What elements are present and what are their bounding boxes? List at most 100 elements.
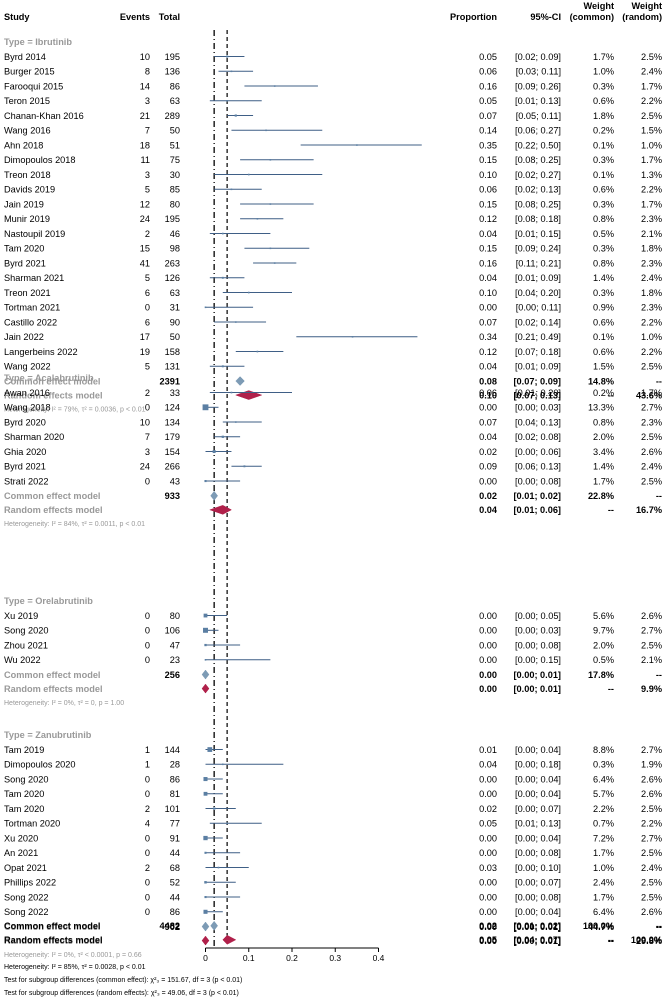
weight-common-value: 1.7% xyxy=(593,848,614,858)
study-square xyxy=(273,85,276,87)
study-square xyxy=(269,203,272,205)
weight-common-value: 0.1% xyxy=(593,140,614,150)
total-value: 68 xyxy=(170,863,180,873)
study-square xyxy=(230,188,233,191)
study-square xyxy=(204,881,207,884)
x-tick-label: 0.1 xyxy=(243,953,255,963)
weight-random-value: 29.8% xyxy=(636,936,662,946)
ci-value: [0.01; 0.06] xyxy=(514,505,562,515)
events-value: 14 xyxy=(140,81,150,91)
ci-value: [0.00; 0.11] xyxy=(516,303,561,313)
study-square xyxy=(203,835,208,841)
ci-value: [0.00; 0.08] xyxy=(515,848,561,858)
ci-value: [0.07; 0.13] xyxy=(514,390,562,400)
events-value: 5 xyxy=(145,273,150,283)
events-value: 0 xyxy=(145,892,150,902)
heterogeneity-text: Heterogeneity: I² = 0%, τ² < 0.0001, p =… xyxy=(4,952,142,959)
total-value: 44 xyxy=(170,848,180,858)
study-square xyxy=(204,896,207,899)
weight-common-value: 1.7% xyxy=(593,892,614,902)
proportion-value: 0.00 xyxy=(479,907,497,917)
weight-common-value: 9.7% xyxy=(593,626,614,636)
weight-common-value: 0.6% xyxy=(593,317,614,327)
proportion-value: 0.05 xyxy=(479,935,497,945)
x-tick-label: 0.4 xyxy=(373,953,385,963)
weight-common-value: -- xyxy=(608,505,614,515)
weight-random-value: 2.6% xyxy=(641,907,662,917)
proportion-value: 0.06 xyxy=(479,185,497,195)
total-value: 266 xyxy=(165,462,180,472)
weight-random-value: 1.8% xyxy=(641,288,662,298)
proportion-value: 0.00 xyxy=(479,684,497,694)
ci-value: [0.06; 0.13] xyxy=(515,462,561,472)
total-value: 50 xyxy=(170,332,180,342)
ci-value: [0.11; 0.21] xyxy=(516,258,561,268)
proportion-value: 0.00 xyxy=(479,670,497,680)
proportion-value: 0.02 xyxy=(479,804,497,814)
weight-common-value: -- xyxy=(608,935,614,945)
study-label: Burger 2015 xyxy=(4,67,55,77)
weight-random-value: 2.2% xyxy=(641,96,662,106)
study-label: Langerbeins 2022 xyxy=(4,347,78,357)
weight-random-value: 2.5% xyxy=(641,362,662,372)
study-square xyxy=(203,909,208,914)
weight-random-value: -- xyxy=(656,376,662,386)
random-effect-diamond xyxy=(201,935,210,946)
study-label: Chanan-Khan 2016 xyxy=(4,111,84,121)
common-effect-diamond xyxy=(201,921,210,932)
events-value: 10 xyxy=(140,417,150,427)
weight-common-value: 0.1% xyxy=(593,170,614,180)
proportion-value: 0.15 xyxy=(479,199,497,209)
weight-common-value: -- xyxy=(608,936,614,946)
weight-random-value: 1.0% xyxy=(641,332,662,342)
study-label: Xu 2019 xyxy=(4,611,38,621)
weight-common-value: 2.0% xyxy=(593,432,614,442)
weight-common-value: 0.8% xyxy=(593,417,614,427)
events-value: 0 xyxy=(145,403,150,413)
study-label: Nastoupil 2019 xyxy=(4,229,65,239)
weight-common-value: 1.4% xyxy=(593,273,614,283)
weight-common-value: 3.4% xyxy=(593,447,614,457)
ci-value: [0.08; 0.25] xyxy=(515,199,561,209)
proportion-value: 0.00 xyxy=(479,626,497,636)
study-square xyxy=(221,276,224,279)
events-value: 4 xyxy=(145,819,150,829)
total-value: 98 xyxy=(170,244,180,254)
study-label: Dimopoulos 2020 xyxy=(4,760,76,770)
study-label: Treon 2021 xyxy=(4,288,51,298)
proportion-value: 0.16 xyxy=(479,81,497,91)
total-value: 75 xyxy=(170,155,180,165)
ci-value: [0.00; 0.03] xyxy=(515,626,561,636)
total-value: 136 xyxy=(165,67,180,77)
ci-value: [0.07; 0.09] xyxy=(514,376,562,386)
weight-random-value: -- xyxy=(656,670,662,680)
total-value: 126 xyxy=(165,273,180,283)
study-square xyxy=(203,613,208,618)
common-effect-diamond xyxy=(235,376,245,386)
total-value: 51 xyxy=(170,140,180,150)
study-square xyxy=(212,807,216,810)
random-effect-diamond xyxy=(235,390,263,400)
events-value: 5 xyxy=(145,185,150,195)
weight-random-value: 2.5% xyxy=(641,892,662,902)
events-value: 0 xyxy=(145,655,150,665)
ci-value: [0.22; 0.50] xyxy=(515,140,561,150)
study-label: An 2021 xyxy=(4,848,38,858)
ci-value: [0.00; 0.01] xyxy=(514,670,562,680)
weight-random-value: 1.8% xyxy=(641,244,662,254)
ci-value: [0.00; 0.01] xyxy=(514,922,562,932)
weight-random-value: 2.5% xyxy=(641,878,662,888)
header-total: Total xyxy=(159,12,180,22)
subgroup-title: Type = Acalabrutinib xyxy=(4,373,94,383)
weight-random-value: 2.3% xyxy=(641,303,662,313)
ci-value: [0.07; 0.18] xyxy=(515,347,561,357)
events-value: 7 xyxy=(145,432,150,442)
weight-common-value: 0.6% xyxy=(593,347,614,357)
total-value: 63 xyxy=(170,288,180,298)
weight-common-value: 6.4% xyxy=(593,907,614,917)
random-effect-diamond xyxy=(201,683,210,694)
footnote: Test for subgroup differences (common ef… xyxy=(4,977,242,984)
weight-common-value: 0.5% xyxy=(593,229,614,239)
ci-value: [0.09; 0.24] xyxy=(515,244,561,254)
proportion-value: 0.05 xyxy=(479,52,497,62)
